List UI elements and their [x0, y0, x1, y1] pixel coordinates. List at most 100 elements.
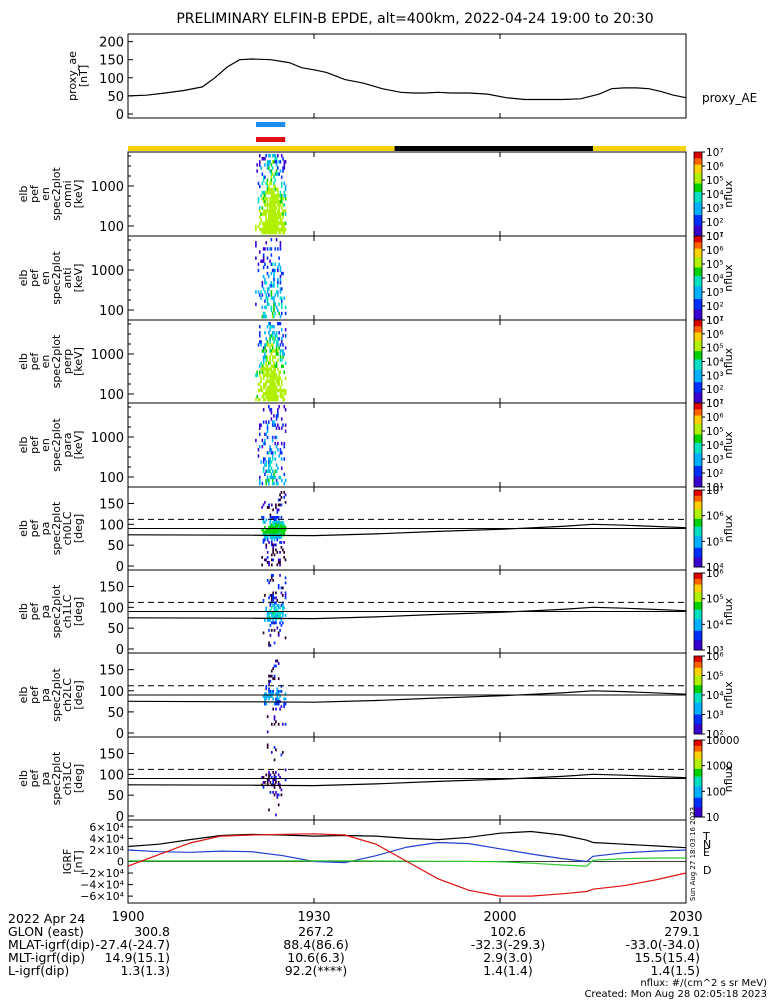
pa-pixel	[272, 791, 274, 794]
pa-panel-ylabel-line: elb	[17, 520, 30, 537]
spectrogram-pixel	[278, 426, 280, 430]
colorbar-segment	[694, 755, 702, 758]
colorbar-segment	[694, 599, 702, 603]
spectrogram-pixel	[277, 376, 279, 381]
spectrogram-pixel	[273, 212, 275, 216]
spectrogram-pixel	[260, 290, 262, 294]
spectrogram-pixel	[274, 388, 277, 393]
pa-pixel	[277, 662, 280, 665]
pa-pixel	[275, 621, 277, 625]
spectrogram-pixel	[270, 293, 273, 297]
spectrogram-pixel	[262, 157, 265, 161]
pa-pixel	[264, 558, 266, 562]
pa-pixel	[262, 531, 265, 534]
pa-pixel	[279, 493, 281, 497]
pa-pixel	[277, 584, 280, 587]
colorbar-segment	[694, 605, 702, 609]
units-footnote: nflux: #/(cm^2 s sr MeV)	[640, 978, 767, 989]
spectrogram-pixel	[274, 212, 277, 216]
spectrogram-pixel	[270, 388, 273, 393]
pa-pixel	[279, 526, 281, 529]
spectrogram-pixel	[280, 388, 283, 393]
pa-pixel	[268, 563, 270, 567]
spectrogram-pixel	[275, 215, 278, 219]
pa-pixel	[277, 631, 280, 635]
ephemeris-label: GLON (east)	[8, 924, 84, 939]
spectrogram-pixel	[260, 379, 262, 384]
spectrogram-pixel	[270, 281, 273, 285]
spectrogram-pixel	[270, 408, 273, 412]
pa-pixel	[269, 594, 272, 597]
colorbar-segment	[694, 702, 702, 706]
pa-pixel	[276, 611, 279, 615]
pa-pixel	[275, 791, 277, 794]
y-tick-label: 1000	[91, 180, 124, 195]
pa-pixel	[273, 596, 276, 600]
colorbar-frame	[693, 489, 703, 568]
spectrogram-pixel	[273, 190, 275, 195]
spectrogram-pixel	[266, 197, 269, 201]
pa-pixel	[275, 702, 277, 706]
spectrogram-pixel	[283, 296, 286, 300]
spectrogram-pixel	[274, 475, 277, 480]
pa-panel-ylabel-line: [deg]	[72, 597, 85, 626]
spectrogram-pixel	[264, 352, 266, 356]
spectrogram-pixel	[271, 200, 274, 204]
spectrogram-pixel	[270, 308, 273, 313]
spectrogram-pixel	[262, 287, 265, 291]
spectrogram-pixel	[257, 268, 260, 273]
spectrogram-pixel	[278, 454, 280, 458]
spectrogram-pixel	[284, 160, 287, 164]
pa-pixel	[275, 526, 277, 529]
spectrogram-pixel	[284, 376, 287, 381]
spectrogram-pixel	[278, 160, 280, 164]
colorbar-tick-label: 10²	[706, 384, 724, 396]
spectrogram-pixel	[262, 364, 265, 368]
pa-pixel	[273, 538, 276, 542]
energy-panel-ylabel-line: elb	[17, 270, 30, 287]
colorbar-segment	[694, 359, 702, 362]
spectrogram-pixel	[264, 457, 266, 461]
spectrogram-pixel	[268, 385, 270, 390]
colorbar-segment	[694, 490, 702, 493]
spectrogram-pixel	[255, 224, 257, 229]
pa-pixel	[284, 581, 287, 585]
pa-pixel	[273, 526, 276, 529]
colorbar-segment	[694, 642, 702, 645]
spectrogram-pixel	[273, 361, 275, 365]
spectrogram-pixel	[278, 346, 280, 350]
spectrogram-pixel	[271, 206, 274, 210]
spectrogram-pixel	[262, 346, 265, 350]
spectrogram-pixel	[261, 481, 264, 486]
colorbar-segment	[694, 421, 702, 425]
pa-pixel	[265, 558, 268, 562]
colorbar-segment	[694, 415, 702, 419]
colorbar-segment	[694, 189, 702, 193]
spectrogram-pixel	[266, 221, 269, 226]
spectrogram-pixel	[270, 460, 273, 464]
pa-pixel	[276, 702, 279, 706]
spectrogram-pixel	[265, 241, 268, 245]
colorbar-segment	[694, 513, 702, 516]
pa-pixel	[264, 702, 266, 706]
colorbar-segment	[694, 598, 702, 601]
pa-pixel	[275, 619, 277, 622]
energy-panel-ylabel-line: en	[39, 187, 52, 201]
colorbar-segment	[694, 231, 702, 235]
spectrogram-pixel	[258, 227, 261, 232]
colorbar-tick-label: 10³	[706, 287, 724, 299]
spectrogram-pixel	[266, 385, 269, 390]
ephemeris-value: -32.3(-29.3)	[470, 937, 546, 952]
colorbar-segment	[694, 445, 702, 448]
pa-pixel	[280, 523, 283, 527]
spectrogram-pixel	[277, 203, 279, 207]
spectrogram-pixel	[262, 457, 265, 461]
spectrogram-pixel	[266, 397, 269, 402]
spectrogram-pixel	[269, 388, 271, 393]
y-tick-label: 100	[99, 72, 124, 87]
spectrogram-pixel	[271, 454, 274, 458]
